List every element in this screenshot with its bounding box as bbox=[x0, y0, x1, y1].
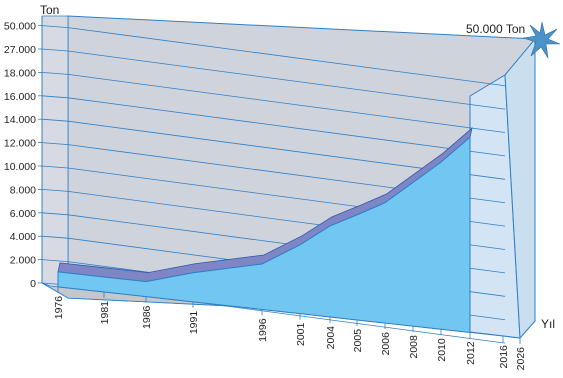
gridline-left bbox=[41, 72, 69, 75]
gridline-left bbox=[41, 259, 69, 262]
y-tick-label: 4.000 bbox=[10, 231, 36, 243]
left-wall bbox=[41, 15, 69, 299]
y-tick-label: 0 bbox=[30, 278, 36, 290]
x-tick-label: 2006 bbox=[380, 332, 392, 356]
gridline-left bbox=[41, 95, 69, 99]
gridline-left bbox=[41, 118, 69, 122]
y-tick-label: 27.000 bbox=[4, 44, 36, 56]
x-tick-label: 1991 bbox=[188, 311, 200, 335]
y-tick-label: 16.000 bbox=[4, 91, 36, 103]
x-tick-label: 2016 bbox=[498, 345, 510, 369]
x-tick-label: 1986 bbox=[141, 305, 153, 329]
y-tick-label: 18.000 bbox=[4, 67, 36, 79]
gridline-back bbox=[67, 74, 506, 133]
y-tick-label: 8.000 bbox=[10, 184, 36, 196]
gridline-left bbox=[41, 48, 69, 52]
gridline-back bbox=[67, 97, 506, 157]
gridline-left bbox=[41, 142, 69, 145]
x-tick-label: 2005 bbox=[352, 329, 364, 353]
x-tick-label: 1996 bbox=[257, 318, 269, 342]
y-tick-label: 6.000 bbox=[10, 208, 36, 220]
gridline-left bbox=[41, 212, 69, 216]
x-tick-label: 1981 bbox=[99, 301, 111, 325]
x-axis: 1976 1981 1986 1991 1996 2001 2004 2005 2006 2008… bbox=[53, 286, 527, 371]
x-tick-label: 2001 bbox=[295, 323, 307, 347]
x-tick-label: 2026 bbox=[515, 347, 527, 371]
gridline-left bbox=[41, 25, 69, 28]
gridline-left bbox=[41, 189, 69, 192]
x-axis-title: Yıl bbox=[541, 317, 555, 331]
star-icon bbox=[522, 21, 561, 59]
y-tick-label: 50.000 bbox=[4, 21, 36, 33]
gridline-left bbox=[41, 235, 69, 239]
annotation-label: 50.000 Ton bbox=[466, 22, 525, 36]
y-axis: 0 2.000 4.000 6.000 8.000 10.000 12.000 14.000 1… bbox=[4, 16, 43, 290]
y-tick-label: 2.000 bbox=[10, 255, 36, 267]
projection-band-side bbox=[504, 37, 536, 340]
gridline-back bbox=[67, 27, 506, 87]
x-tick-label: 2004 bbox=[325, 326, 337, 350]
gridline-back bbox=[67, 50, 506, 110]
x-tick-label: 2012 bbox=[465, 341, 477, 365]
y-tick-label: 10.000 bbox=[4, 161, 36, 173]
gridline-left bbox=[41, 165, 69, 169]
y-axis-title: Ton bbox=[40, 3, 59, 17]
x-tick-label: 1976 bbox=[53, 296, 65, 320]
x-tick-label: 2008 bbox=[408, 335, 420, 359]
y-tick-label: 14.000 bbox=[4, 114, 36, 126]
x-tick-label: 2010 bbox=[436, 338, 448, 362]
y-tick-label: 12.000 bbox=[4, 138, 36, 150]
